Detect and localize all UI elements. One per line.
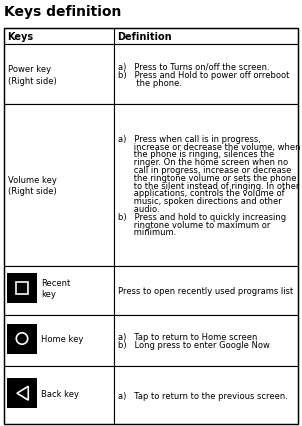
Bar [4, 45, 114, 105]
Bar [114, 315, 298, 366]
Text: b)   Long press to enter Google Now: b) Long press to enter Google Now [118, 340, 270, 349]
Text: music, spoken directions and other: music, spoken directions and other [118, 197, 282, 206]
Text: applications, controls the volume of: applications, controls the volume of [118, 189, 285, 198]
Text: Home key: Home key [41, 334, 83, 343]
Text: Power key
(Right side): Power key (Right side) [8, 65, 57, 86]
Bar [4, 315, 114, 366]
Text: audio.: audio. [118, 204, 160, 213]
Text: minimum.: minimum. [118, 228, 176, 237]
Bar [114, 105, 298, 266]
Bar [114, 366, 298, 424]
Bar [7, 324, 37, 354]
Text: b)   Press and Hold to power off orreboot: b) Press and Hold to power off orreboot [118, 71, 290, 80]
Text: call in progress, increase or decrease: call in progress, increase or decrease [118, 166, 292, 175]
Bar [7, 378, 37, 408]
Text: b)   Press and hold to quickly increasing: b) Press and hold to quickly increasing [118, 212, 286, 221]
Text: a)   Tap to return to the previous screen.: a) Tap to return to the previous screen. [118, 391, 288, 400]
Text: Keys: Keys [7, 32, 33, 42]
Text: ringer. On the home screen when no: ringer. On the home screen when no [118, 158, 288, 167]
Text: a)   Tap to return to Home screen: a) Tap to return to Home screen [118, 332, 258, 341]
Text: a)   Press to Turns on/off the screen.: a) Press to Turns on/off the screen. [118, 63, 270, 72]
Text: the ringtone volume or sets the phone: the ringtone volume or sets the phone [118, 173, 297, 182]
Text: a)   Press when call is in progress,: a) Press when call is in progress, [118, 135, 261, 144]
Bar [7, 273, 37, 303]
Text: Keys definition: Keys definition [4, 5, 121, 19]
Text: Definition: Definition [117, 32, 172, 42]
Bar [16, 283, 28, 294]
Bar [4, 366, 114, 424]
Text: Back key: Back key [41, 389, 79, 398]
Text: the phone is ringing, silences the: the phone is ringing, silences the [118, 150, 275, 159]
Text: Press to open recently used programs list: Press to open recently used programs lis… [118, 286, 294, 295]
Bar [114, 45, 298, 105]
Bar [114, 266, 298, 315]
Text: the phone.: the phone. [118, 78, 182, 87]
Text: to the silent instead of ringing. In other: to the silent instead of ringing. In oth… [118, 181, 300, 190]
Text: ringtone volume to maximum or: ringtone volume to maximum or [118, 220, 271, 229]
Bar [4, 29, 298, 45]
Text: Volume key
(Right side): Volume key (Right side) [8, 175, 57, 196]
Bar [4, 266, 114, 315]
Text: increase or decrease the volume, when: increase or decrease the volume, when [118, 142, 301, 151]
Text: Recent
key: Recent key [41, 279, 70, 299]
Bar [4, 105, 114, 266]
